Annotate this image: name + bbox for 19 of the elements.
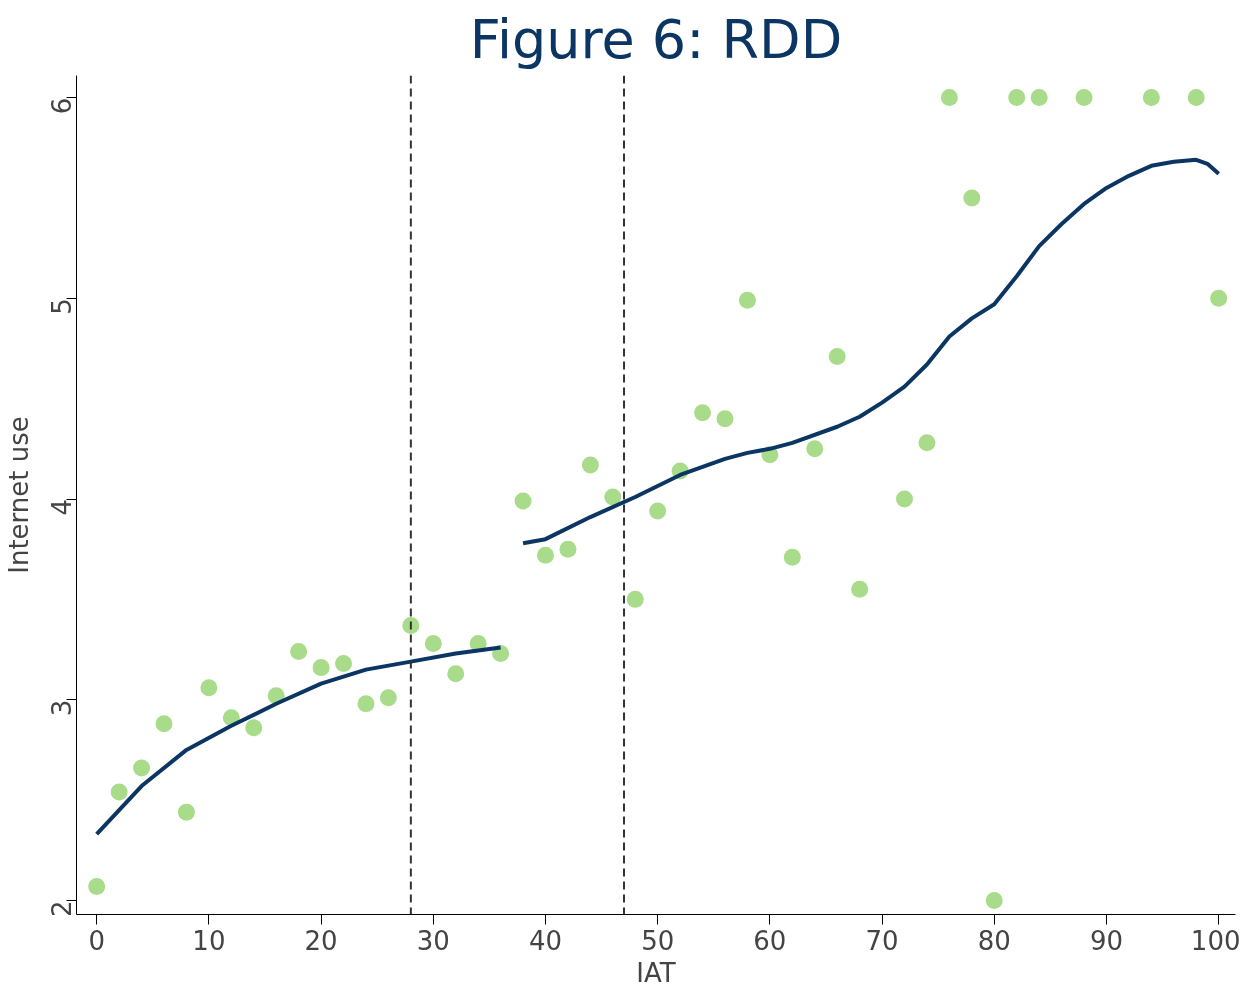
chart-title: Figure 6: RDD: [469, 7, 843, 71]
y-tick-label: 2: [47, 900, 78, 917]
y-tick-label: 3: [47, 699, 78, 717]
x-tick-label: 10: [192, 925, 226, 956]
y-tick-label: 5: [47, 298, 78, 315]
x-tick-label: 40: [528, 925, 563, 956]
y-axis-title: Internet use: [3, 416, 34, 574]
x-tick-label: 80: [977, 925, 1011, 956]
x-tick-label: 50: [641, 925, 675, 956]
y-tick-label: 6: [47, 97, 78, 115]
x-tick-label: 30: [416, 925, 450, 956]
x-tick-label: 70: [865, 925, 899, 956]
x-tick-label: 0: [88, 925, 105, 956]
x-tick-label: 60: [753, 925, 787, 956]
x-tick-label: 90: [1089, 925, 1124, 956]
y-tick-label: 4: [47, 499, 78, 516]
x-axis-title: IAT: [636, 957, 676, 988]
x-tick-label: 20: [304, 925, 338, 956]
x-tick-label: 100: [1190, 925, 1241, 956]
